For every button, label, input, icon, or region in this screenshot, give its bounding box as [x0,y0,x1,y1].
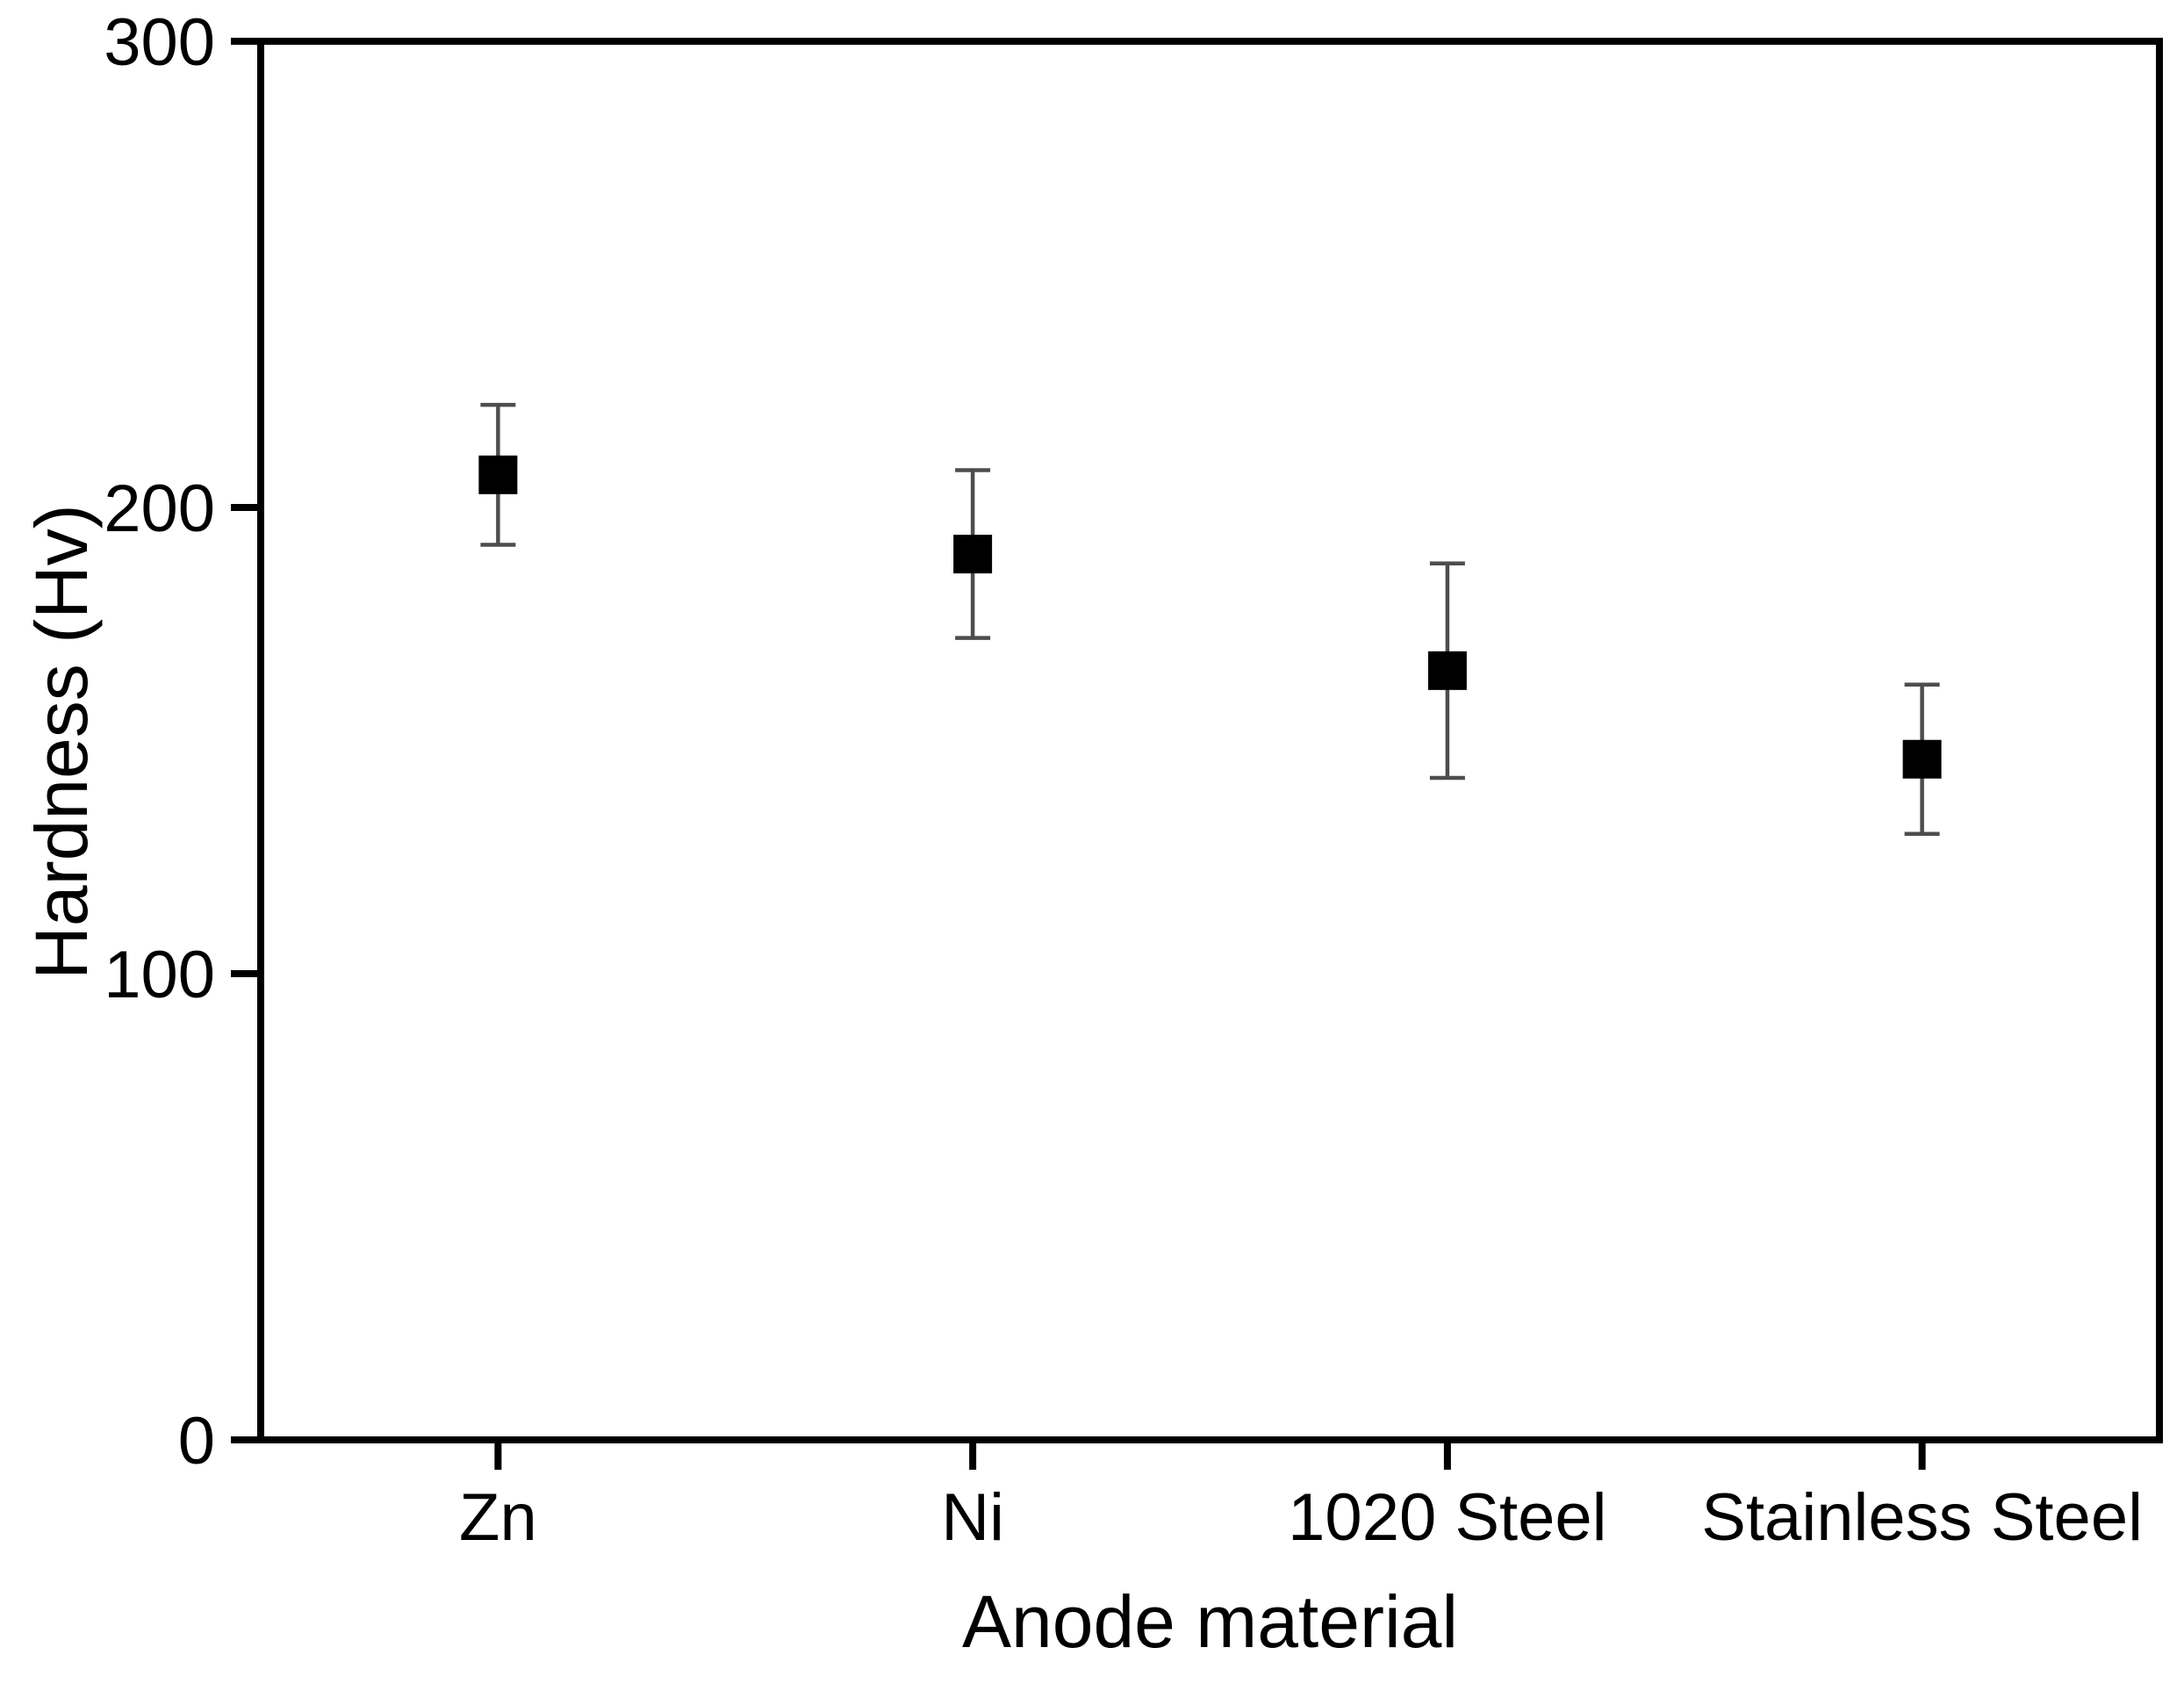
y-tick-label: 0 [178,1404,215,1479]
x-tick-label: Stainless Steel [1701,1480,2143,1555]
x-tick-label: 1020 Steel [1288,1480,1606,1555]
data-point-marker [478,455,518,494]
plot-layer: 0 100 200 300 Zn Ni 1020 Steel Stainless Steel [104,5,2163,1555]
x-axis-title: Anode material [962,1580,1458,1663]
y-tick-label: 200 [104,471,215,546]
y-tick-label: 100 [104,938,215,1012]
data-point-marker [953,535,993,574]
data-point-marker [1902,739,1942,779]
y-axis-title: Hardness (Hv) [20,504,103,980]
x-tick-label: Ni [941,1480,1004,1555]
x-tick-label: Zn [459,1480,537,1555]
y-tick-label: 300 [104,5,215,80]
plot-border [257,38,2163,1443]
data-point-marker [1427,651,1467,690]
